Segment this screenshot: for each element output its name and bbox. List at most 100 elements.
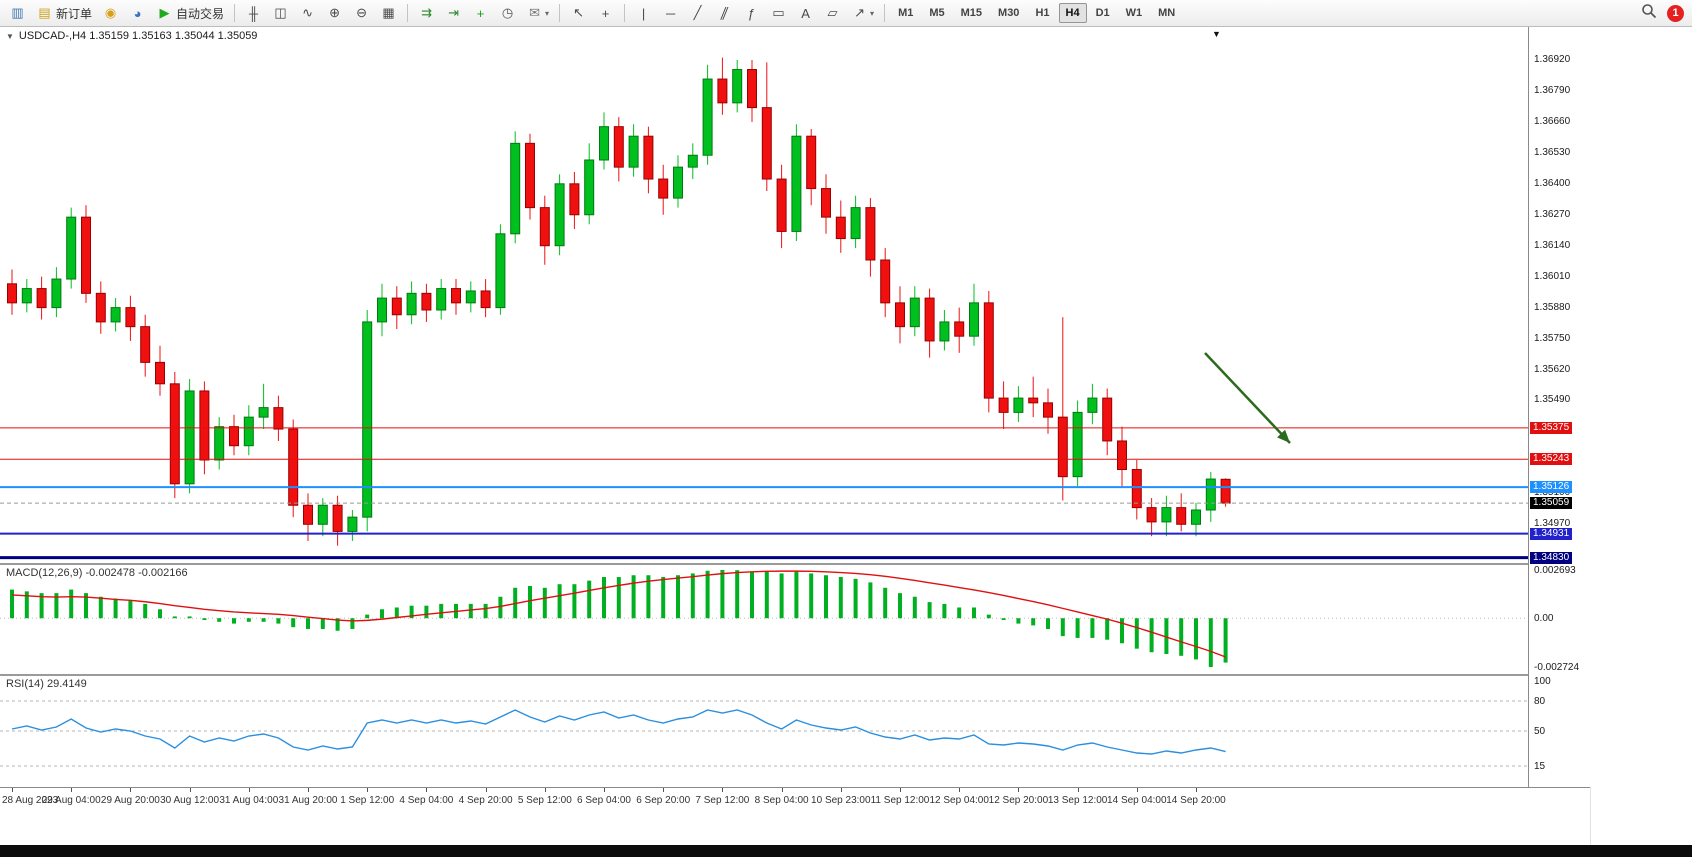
search-icon[interactable] [1641,3,1657,24]
time-axis[interactable]: 28 Aug 2023 29 Aug 04:00 29 Aug 20:00 30 Au… [0,787,1590,813]
time-label: 31 Aug 04:00 [219,795,279,806]
hline-price-tag: 1.35243 [1530,453,1573,466]
timeframe-w1[interactable]: W1 [1125,7,1143,19]
macd-canvas[interactable] [0,564,1528,673]
time-label: 13 Sep 12:00 [1047,795,1108,806]
macd-histogram [10,570,1228,667]
rsi-scale-label: 15 [1534,761,1546,772]
line-chart-mode-button[interactable]: ∿ [295,2,320,24]
time-label: 4 Sep 04:00 [399,795,454,806]
price-axis[interactable]: 1.36920 1.36790 1.36660 1.36530 1.36400 1.362… [1528,27,1591,787]
fibonacci-button[interactable]: ƒ [739,2,764,24]
timeframe-mn[interactable]: MN [1158,7,1176,19]
bottom-bar [0,845,1692,857]
tile-windows-icon: ▦ [382,5,395,20]
text-label-icon: ▱ [827,5,838,20]
new-order-button[interactable]: ▤ 新订单 [32,2,96,24]
candles [7,57,1231,546]
timeframe-h4[interactable]: H4 [1058,3,1087,23]
text-button[interactable]: A [793,2,818,24]
candlestick-mode-button[interactable]: ◫ [268,2,293,24]
time-tick [1196,788,1197,792]
periods-icon: ◷ [501,5,514,20]
zoom-out-button[interactable]: ⊖ [349,2,374,24]
price-label: 1.35880 [1534,301,1571,313]
autotrading-button[interactable]: ▶ 自动交易 [152,2,228,24]
navigator-button[interactable]: ◉ [98,2,123,24]
price-label: 1.36140 [1534,239,1571,251]
price-label: 1.35750 [1534,332,1571,344]
bid-price-tag: 1.35059 [1530,497,1573,510]
arrows-button[interactable]: ↗ ▾ [847,2,878,24]
rsi-scale-label: 80 [1534,696,1546,707]
shapes-button[interactable]: ▭ [766,2,791,24]
price-label: 1.36270 [1534,208,1571,220]
zoom-in-icon: ⊕ [329,5,340,20]
trendline-button[interactable]: ╱ [685,2,710,24]
time-label: 10 Sep 23:00 [811,795,871,806]
arrows-dropdown-icon[interactable]: ▾ [870,8,875,18]
new-chart-button[interactable]: ▥ [5,2,30,24]
macd-signal-line [11,570,1226,658]
periods-button[interactable]: ◷ [495,2,520,24]
notification-badge[interactable]: 1 [1667,5,1684,22]
bar-chart-mode-button[interactable]: ╫ [241,2,266,24]
one-click-trading-toggle-icon[interactable]: ▼ [6,32,14,41]
auto-scroll-button[interactable]: ⇉ [414,2,439,24]
time-label: 31 Aug 20:00 [278,795,338,806]
vertical-line-button[interactable]: | [631,2,656,24]
price-chart-canvas[interactable] [0,27,1528,562]
time-label: 28 Aug 2023 [2,795,59,806]
market-watch-button[interactable]: ◕ [125,2,150,24]
cursor-button[interactable]: ↖ [566,2,591,24]
templates-dropdown-icon[interactable]: ▾ [545,8,550,18]
price-label: 1.36790 [1534,84,1571,96]
candlestick-mode-icon: ◫ [274,5,287,20]
macd-values: -0.002478 -0.002166 [85,567,188,579]
price-label: 1.35620 [1534,363,1571,375]
zoom-in-button[interactable]: ⊕ [322,2,347,24]
time-label: 29 Aug 04:00 [41,795,101,806]
time-label: 14 Sep 20:00 [1166,795,1226,806]
time-label: 12 Sep 04:00 [929,795,989,806]
new-order-label: 新订单 [56,6,93,21]
time-tick [722,788,724,792]
time-tick [130,788,132,792]
horizontal-line-icon: ─ [665,5,676,21]
indicators-button[interactable]: + [468,2,493,24]
toolbar-separator [624,4,626,22]
templates-button[interactable]: ✉ ▾ [522,2,553,24]
chart-window-title: USDCAD-,H4 1.35159 1.35163 1.35044 1.350… [18,30,258,42]
timeframe-m30[interactable]: M30 [998,7,1020,19]
timeframe-m5[interactable]: M5 [929,7,945,19]
time-tick [426,788,428,792]
time-label: 12 Sep 20:00 [988,795,1049,806]
price-label: 1.36010 [1534,270,1571,282]
fibonacci-icon: ƒ [747,5,756,21]
panel-splitter[interactable] [0,673,1590,676]
timeframe-h1[interactable]: H1 [1035,7,1050,19]
time-label: 30 Aug 12:00 [160,795,220,806]
chart-shift-button[interactable]: ⇥ [441,2,466,24]
panel-splitter[interactable] [0,562,1590,565]
crosshair-button[interactable]: + [593,2,618,24]
indicators-icon: + [476,5,485,21]
channel-button[interactable]: ∥ [712,2,737,24]
main-toolbar: ▥ ▤ 新订单 ◉ ◕ ▶ 自动交易 ╫ ◫ ∿ ⊕ ⊖ ▦ ⇉ ⇥ + ◷ ✉ ▾ ↖ + | ─ ╱ ∥ ƒ ▭ A ▱ ↗ ▾ M1 M5… [0,0,1692,27]
timeframe-m1[interactable]: M1 [898,7,914,19]
time-label: 6 Sep 20:00 [636,795,691,806]
text-label-button[interactable]: ▱ [820,2,845,24]
timeframe-m15[interactable]: M15 [960,7,983,19]
time-label: 8 Sep 04:00 [754,795,809,806]
timeframe-d1[interactable]: D1 [1095,7,1110,19]
toolbar-separator [407,4,409,22]
time-tick [367,788,369,792]
tile-windows-button[interactable]: ▦ [376,2,401,24]
time-tick [604,788,605,792]
navigator-icon: ◉ [104,5,117,20]
horizontal-line-button[interactable]: ─ [658,2,683,24]
arrow-object[interactable] [1204,352,1291,444]
time-tick [900,788,901,792]
rsi-canvas[interactable] [0,675,1528,787]
chart-menu-arrow-icon[interactable]: ▼ [1212,29,1221,39]
